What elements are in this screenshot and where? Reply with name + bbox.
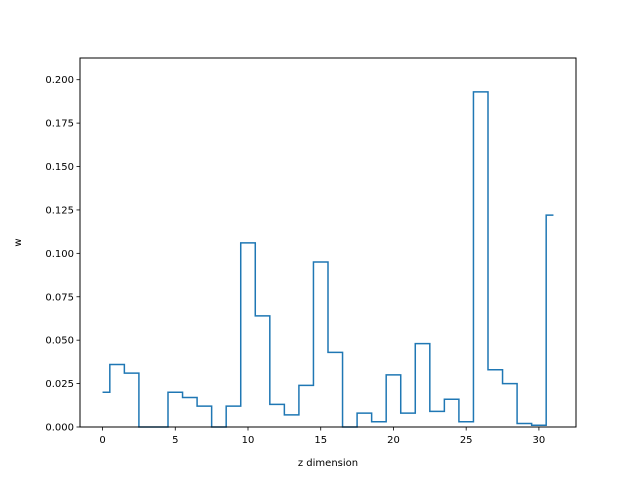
y-tick-label: 0.000: [45, 423, 74, 434]
y-tick-label: 0.100: [45, 249, 74, 260]
y-tick-label: 0.125: [45, 205, 74, 216]
x-tick-label: 5: [172, 435, 178, 446]
y-tick-label: 0.025: [45, 379, 74, 390]
y-tick-label: 0.050: [45, 336, 74, 347]
y-tick-label: 0.075: [45, 292, 74, 303]
y-axis-label: w: [13, 238, 24, 246]
ticks: 0 5 10 15 20 25 30 0.000 0.025 0.050 0.075 0.100 0.1…: [45, 75, 545, 446]
plot-frame: [79, 57, 577, 428]
series-line: [102, 91, 554, 428]
y-tick-label: 0.175: [45, 119, 74, 130]
y-tick-label: 0.150: [45, 162, 74, 173]
plot-area: [80, 58, 576, 427]
x-tick-label: 30: [533, 435, 546, 446]
y-tick-label: 0.200: [45, 75, 74, 86]
x-axis-label: z dimension: [298, 458, 358, 469]
x-tick-label: 25: [460, 435, 473, 446]
x-tick-label: 0: [99, 435, 105, 446]
x-tick-label: 10: [242, 435, 255, 446]
x-tick-label: 15: [314, 435, 327, 446]
x-tick-label: 20: [387, 435, 400, 446]
